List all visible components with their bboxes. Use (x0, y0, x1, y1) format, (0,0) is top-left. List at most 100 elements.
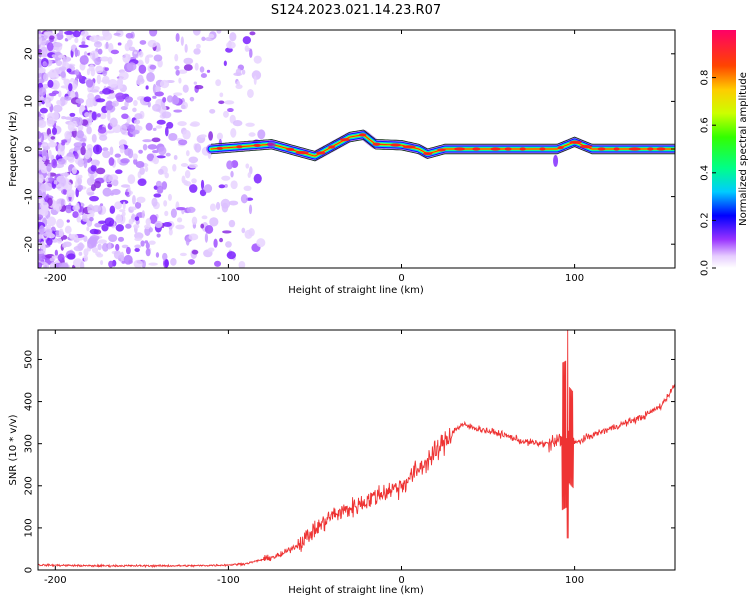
noise-blob (79, 74, 83, 80)
noise-blob (48, 149, 52, 159)
noise-blob (132, 153, 138, 160)
noise-blob (91, 111, 97, 121)
noise-blob (204, 232, 209, 243)
noise-blob (38, 162, 46, 169)
snr-series-line (38, 330, 675, 569)
noise-blob (135, 160, 145, 169)
x-tick-label: 100 (565, 273, 584, 284)
noise-blob (125, 223, 132, 229)
noise-blob (206, 69, 211, 73)
noise-blob (48, 92, 57, 97)
noise-blob (152, 156, 160, 165)
noise-blob (121, 113, 129, 120)
noise-blob (223, 110, 229, 118)
noise-blob (110, 49, 120, 55)
noise-blob (187, 259, 196, 265)
noise-blob (142, 139, 153, 143)
x-tick-label: -100 (217, 273, 240, 284)
noise-blob (52, 104, 63, 113)
noise-blob (219, 92, 224, 98)
noise-blob (209, 217, 219, 227)
noise-blob (69, 112, 76, 117)
signal-hotspot (372, 142, 381, 146)
noise-blob (106, 96, 115, 100)
noise-blob (74, 37, 79, 44)
noise-blob (56, 238, 63, 244)
noise-blob (87, 191, 95, 196)
noise-blob (162, 96, 167, 103)
noise-blob (91, 205, 102, 213)
noise-blob (144, 224, 152, 230)
noise-blob (70, 90, 74, 99)
noise-blob (55, 60, 63, 67)
noise-blob (248, 132, 256, 137)
noise-blob (46, 117, 55, 127)
noise-blob (185, 236, 190, 246)
noise-blob (119, 209, 126, 213)
noise-blob (241, 227, 246, 234)
noise-blob (64, 30, 74, 35)
noise-blob (159, 79, 170, 89)
noise-blob (156, 233, 161, 238)
noise-blob (47, 112, 55, 120)
noise-blob (72, 211, 79, 219)
colorbar: 0.0 0.2 0.4 0.6 0.8 Normalized spectral ampl… (700, 30, 749, 276)
noise-blob (120, 124, 128, 135)
noise-blob (41, 191, 47, 199)
noise-blob (132, 130, 136, 138)
noise-blob (158, 168, 164, 175)
noise-blob (149, 30, 158, 37)
noise-blob (64, 225, 72, 234)
noise-blob (156, 108, 161, 112)
noise-blob (64, 130, 72, 140)
noise-blob (38, 70, 41, 74)
noise-blob (95, 98, 106, 103)
noise-blob (228, 219, 236, 228)
signal-hotspot (647, 147, 654, 151)
noise-blob (216, 132, 223, 141)
noise-blob (256, 238, 266, 248)
noise-blob (200, 179, 205, 190)
noise-blob (43, 62, 48, 67)
noise-blob (230, 170, 234, 178)
noise-blob (145, 248, 151, 257)
noise-blob (38, 120, 47, 124)
noise-blob (115, 169, 123, 175)
noise-blob (129, 206, 137, 211)
noise-blob (177, 121, 187, 127)
noise-blob (164, 126, 169, 137)
noise-blob (138, 64, 147, 74)
noise-blob (63, 78, 71, 86)
y-tick-label: -10 (24, 188, 35, 204)
noise-blob (188, 163, 198, 169)
noise-blob (141, 210, 145, 219)
x-tick-label: -100 (217, 575, 240, 586)
noise-blob (170, 208, 177, 219)
y-tick-label: 0 (24, 567, 35, 573)
noise-blob (38, 262, 43, 268)
noise-blob (141, 259, 146, 268)
noise-blob (86, 68, 90, 76)
noise-blob (85, 79, 94, 88)
noise-blob (235, 68, 242, 76)
noise-blob (118, 71, 129, 81)
signal-hotspot (390, 143, 402, 147)
noise-blob (193, 81, 198, 85)
noise-blob (127, 174, 136, 185)
noise-blob (227, 107, 234, 113)
noise-blob (244, 229, 253, 239)
noise-blob (137, 178, 147, 187)
signal-band-edge (211, 129, 675, 152)
signal-streak (553, 154, 559, 167)
noise-blob (80, 104, 85, 112)
noise-blob (86, 177, 96, 186)
noise-blob (114, 153, 121, 158)
noise-blob (38, 189, 42, 198)
noise-blob (156, 185, 164, 194)
noise-blob (117, 42, 122, 46)
noise-blob (208, 131, 214, 141)
noise-blob (97, 239, 107, 244)
noise-blob (66, 68, 72, 73)
noise-blob (155, 125, 163, 129)
